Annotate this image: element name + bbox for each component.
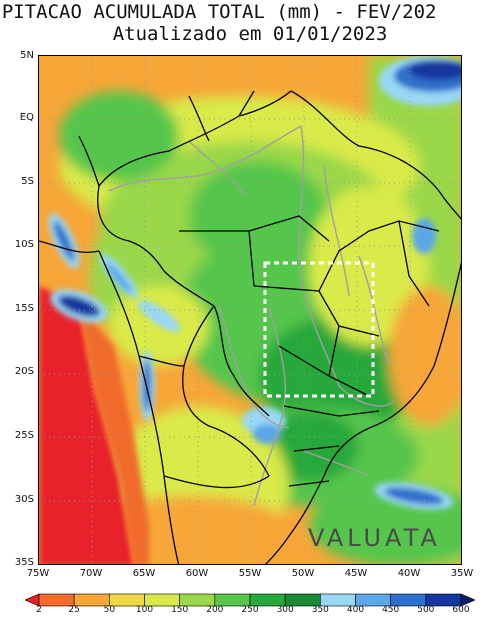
map-subtitle: Atualizado em 01/01/2023 (112, 23, 388, 45)
lon-label: 60W (185, 568, 209, 579)
lon-label: 55W (238, 568, 262, 579)
precip-northeast (309, 186, 429, 346)
lat-label: 20S (14, 366, 34, 377)
precipitation-map (38, 55, 462, 565)
lon-label: 50W (291, 568, 315, 579)
lon-label: 40W (397, 568, 421, 579)
colorbar-label: 100 (135, 605, 154, 615)
colorbar-label: 450 (382, 605, 400, 615)
precip-east-coast-small (412, 218, 436, 254)
lat-label: 15S (14, 303, 34, 314)
pacific-dry (39, 286, 134, 564)
precip-bolivia (109, 286, 209, 366)
lat-label: 35S (14, 557, 34, 568)
colorbar-label: 500 (417, 605, 435, 615)
colorbar-label: 400 (346, 605, 365, 615)
lon-label: 65W (132, 568, 156, 579)
colorbar-label: 350 (311, 605, 329, 615)
colorbar-label: 300 (276, 605, 294, 615)
colorbar: 2 25 50 100 150 200 250 300 350 400 450 500 600 (24, 592, 476, 618)
lat-label: 25S (14, 430, 34, 441)
colorbar-label: 2 (36, 605, 42, 615)
borders (39, 90, 461, 564)
lat-label: 5N (20, 50, 34, 61)
colorbar-label: 600 (452, 605, 470, 615)
precip-andes-peru-1-core (53, 220, 75, 262)
colorbar-label: 250 (241, 605, 259, 615)
colorbar-cell (460, 593, 476, 607)
lon-label: 45W (344, 568, 368, 579)
colorbar-label: 25 (68, 605, 80, 615)
precip-northeast-ocean-max (409, 60, 461, 80)
lat-label: 10S (14, 239, 34, 250)
colorbar-label: 200 (206, 605, 224, 615)
lat-label: 5S (21, 176, 34, 187)
lat-label: 30S (14, 494, 34, 505)
precip-parana-core (253, 424, 281, 444)
lon-label: 35W (450, 568, 474, 579)
colorbar-label: 50 (103, 605, 116, 615)
lon-label: 70W (79, 568, 103, 579)
map-title: ECIPITACAO ACUMULADA TOTAL (mm) - FEV/20… (0, 1, 437, 23)
precip-south-atlantic-band-core (384, 487, 444, 505)
colorbar-label: 150 (171, 605, 189, 615)
valuata-logo: VALUATA (308, 524, 441, 552)
grid (39, 56, 461, 564)
precip-andes-bolivia-core (58, 295, 100, 317)
lat-label: EQ (19, 112, 34, 123)
precip-andes-peru-2-core (105, 262, 133, 294)
pacific-dry-edge (79, 306, 149, 564)
rivers (108, 125, 395, 507)
precip-andes-peru-north (138, 300, 180, 332)
precip-east-coast (389, 286, 461, 426)
lon-label: 75W (26, 568, 50, 579)
highlight-box (263, 261, 375, 398)
